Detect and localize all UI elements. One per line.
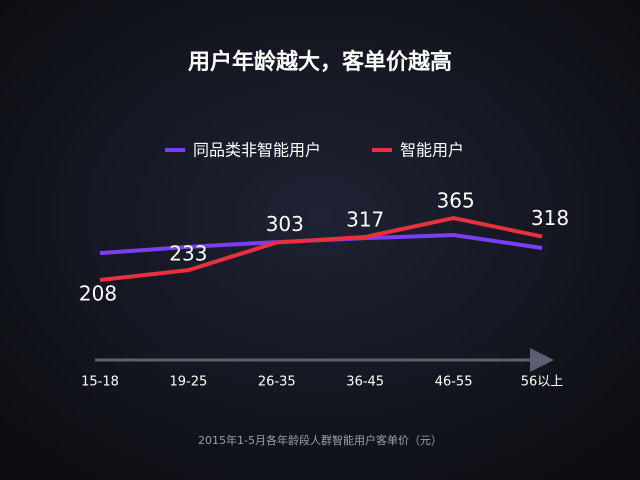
data-label: 365 [437,189,475,213]
data-label: 317 [346,207,384,231]
chart-title: 用户年龄越大，客单价越高 [188,49,452,75]
data-label: 233 [169,242,207,266]
caption: 2015年1-5月各年龄段人群智能用户客单价（元） [198,433,442,447]
data-label: 318 [531,206,569,230]
x-tick-label: 19-25 [170,375,208,390]
legend-label: 智能用户 [400,141,464,160]
data-label: 208 [79,282,117,306]
legend-label: 同品类非智能用户 [193,141,321,160]
x-tick-label: 26-35 [258,375,296,390]
x-tick-label: 56以上 [521,375,564,390]
line-series [99,215,543,282]
data-label: 303 [266,212,304,236]
x-tick-label: 36-45 [346,375,384,390]
x-tick-label: 46-55 [435,375,473,390]
x-tick-label: 15-18 [81,375,119,390]
